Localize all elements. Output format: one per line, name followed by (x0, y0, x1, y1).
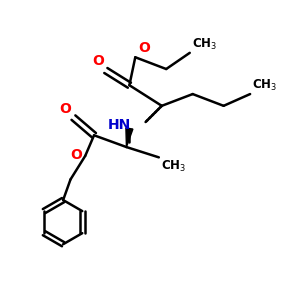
Text: CH$_3$: CH$_3$ (192, 37, 217, 52)
Text: O: O (138, 41, 150, 55)
Text: O: O (70, 148, 82, 162)
Polygon shape (126, 128, 133, 147)
Text: O: O (59, 101, 71, 116)
Text: HN: HN (108, 118, 131, 132)
Text: CH$_3$: CH$_3$ (161, 159, 186, 174)
Text: O: O (92, 54, 104, 68)
Text: CH$_3$: CH$_3$ (253, 78, 278, 93)
